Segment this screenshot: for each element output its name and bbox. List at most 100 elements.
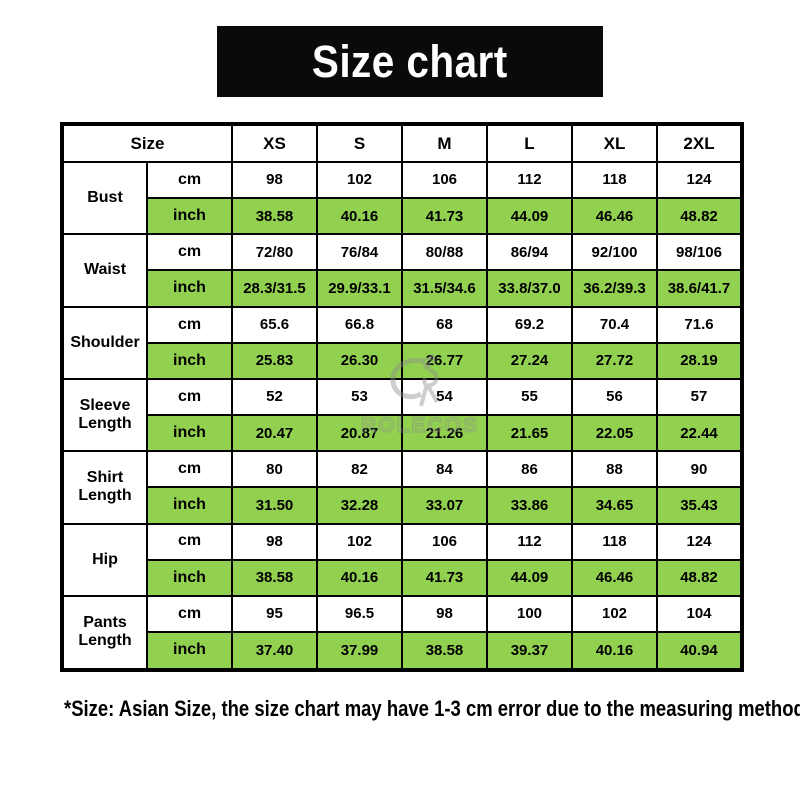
- value-cell: 98: [231, 522, 318, 561]
- table-row-bust-inch: inch 38.58 40.16 41.73 44.09 46.46 48.82: [62, 197, 743, 236]
- size-col-header-s: S: [316, 123, 403, 163]
- value-cell: 104: [656, 594, 743, 634]
- unit-cell-cm: cm: [146, 377, 233, 417]
- value-cell: 112: [486, 160, 573, 200]
- table-row-sleeve-cm: Sleeve Length cm 52 53 54 55 56 57: [61, 377, 743, 453]
- value-cell: 26.30: [316, 341, 403, 380]
- value-cell: 86: [486, 450, 573, 489]
- value-cell: 106: [401, 160, 488, 200]
- value-cell: 31.5/34.6: [401, 269, 488, 308]
- value-cell: 21.65: [486, 414, 573, 453]
- value-cell: 40.16: [316, 197, 403, 236]
- value-cell: 96.5: [316, 594, 403, 634]
- value-cell: 27.72: [571, 341, 658, 380]
- value-cell: 118: [571, 160, 658, 200]
- value-cell: 112: [486, 522, 573, 561]
- value-cell: 20.47: [231, 414, 318, 453]
- unit-cell-inch: inch: [146, 486, 233, 525]
- value-cell: 48.82: [656, 197, 743, 236]
- value-cell: 88: [571, 450, 658, 489]
- table-row-hip-cm: Hip cm 98 102 106 112 118 124: [61, 522, 743, 597]
- unit-cell-cm: cm: [146, 450, 233, 489]
- size-disclaimer-text: *Size: Asian Size, the size chart may ha…: [64, 696, 800, 721]
- value-cell: 70.4: [571, 305, 658, 344]
- value-cell: 46.46: [571, 558, 658, 597]
- size-col-header-xl: XL: [571, 123, 658, 163]
- unit-cell-inch: inch: [146, 341, 233, 380]
- value-cell: 40.94: [656, 631, 743, 671]
- size-col-header-m: M: [401, 123, 488, 163]
- value-cell: 102: [316, 522, 403, 561]
- measurement-label-sleeve-length: Sleeve Length: [61, 377, 148, 453]
- value-cell: 56: [571, 377, 658, 417]
- value-cell: 80/88: [401, 233, 488, 272]
- value-cell: 69.2: [486, 305, 573, 344]
- value-cell: 118: [571, 522, 658, 561]
- table-row-pants-inch: inch 37.40 37.99 38.58 39.37 40.16 40.94: [62, 631, 743, 671]
- value-cell: 102: [316, 160, 403, 200]
- unit-cell-inch: inch: [146, 558, 233, 597]
- value-cell: 27.24: [486, 341, 573, 380]
- value-cell: 38.58: [231, 558, 318, 597]
- value-cell: 20.87: [316, 414, 403, 453]
- size-col-header-l: L: [486, 123, 573, 163]
- table-row-hip-inch: inch 38.58 40.16 41.73 44.09 46.46 48.82: [62, 558, 743, 597]
- value-cell: 48.82: [656, 558, 743, 597]
- value-cell: 102: [571, 594, 658, 634]
- size-col-header-xs: XS: [231, 123, 318, 163]
- value-cell: 31.50: [231, 486, 318, 525]
- value-cell: 98/106: [656, 233, 743, 272]
- value-cell: 76/84: [316, 233, 403, 272]
- value-cell: 38.6/41.7: [656, 269, 743, 308]
- measurement-label-shoulder: Shoulder: [61, 305, 148, 380]
- value-cell: 124: [656, 160, 743, 200]
- table-row-shirt-inch: inch 31.50 32.28 33.07 33.86 34.65 35.43: [62, 486, 743, 525]
- value-cell: 41.73: [401, 197, 488, 236]
- value-cell: 33.07: [401, 486, 488, 525]
- value-cell: 71.6: [656, 305, 743, 344]
- measurement-label-shirt-length: Shirt Length: [61, 450, 148, 525]
- size-corner-header: Size: [61, 123, 233, 163]
- page-title: Size chart: [312, 35, 508, 87]
- value-cell: 46.46: [571, 197, 658, 236]
- table-row-shoulder-inch: inch 25.83 26.30 26.77 27.24 27.72 28.19: [62, 341, 743, 380]
- unit-cell-cm: cm: [146, 233, 233, 272]
- value-cell: 65.6: [231, 305, 318, 344]
- value-cell: 26.77: [401, 341, 488, 380]
- value-cell: 55: [486, 377, 573, 417]
- value-cell: 57: [656, 377, 743, 417]
- unit-cell-cm: cm: [146, 522, 233, 561]
- measurement-label-hip: Hip: [61, 522, 148, 597]
- unit-cell-cm: cm: [146, 305, 233, 344]
- value-cell: 41.73: [401, 558, 488, 597]
- title-banner: Size chart: [217, 26, 603, 97]
- value-cell: 25.83: [231, 341, 318, 380]
- value-cell: 38.58: [401, 631, 488, 671]
- value-cell: 90: [656, 450, 743, 489]
- table-row-sleeve-inch: inch 20.47 20.87 21.26 21.65 22.05 22.44: [62, 414, 743, 453]
- table-row-waist-cm: Waist cm 72/80 76/84 80/88 86/94 92/100 …: [61, 233, 743, 308]
- value-cell: 28.19: [656, 341, 743, 380]
- unit-cell-cm: cm: [146, 160, 233, 200]
- value-cell: 66.8: [316, 305, 403, 344]
- value-cell: 39.37: [486, 631, 573, 671]
- value-cell: 40.16: [316, 558, 403, 597]
- value-cell: 37.40: [231, 631, 318, 671]
- value-cell: 98: [231, 160, 318, 200]
- value-cell: 34.65: [571, 486, 658, 525]
- value-cell: 37.99: [316, 631, 403, 671]
- table-row-pants-cm: Pants Length cm 95 96.5 98 100 102 104: [61, 594, 743, 672]
- value-cell: 22.05: [571, 414, 658, 453]
- value-cell: 98: [401, 594, 488, 634]
- value-cell: 95: [231, 594, 318, 634]
- value-cell: 53: [316, 377, 403, 417]
- value-cell: 44.09: [486, 558, 573, 597]
- value-cell: 72/80: [231, 233, 318, 272]
- value-cell: 32.28: [316, 486, 403, 525]
- unit-cell-inch: inch: [146, 631, 233, 671]
- value-cell: 106: [401, 522, 488, 561]
- value-cell: 22.44: [656, 414, 743, 453]
- value-cell: 33.8/37.0: [486, 269, 573, 308]
- measurement-label-bust: Bust: [61, 160, 148, 236]
- value-cell: 40.16: [571, 631, 658, 671]
